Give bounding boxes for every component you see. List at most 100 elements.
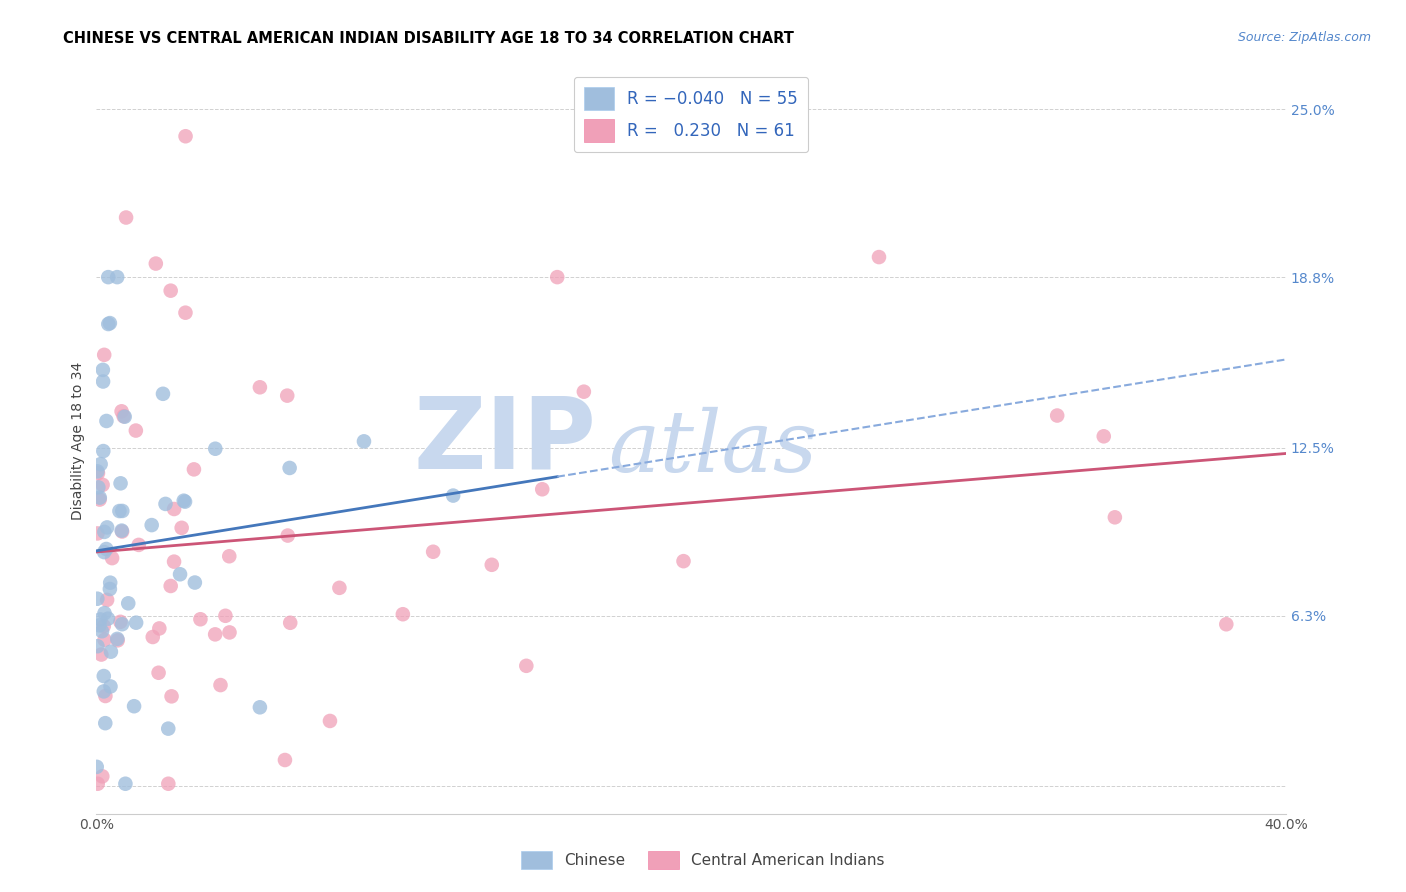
Point xyxy=(91,624,114,639)
Point xyxy=(1092,429,1115,443)
Point xyxy=(174,494,197,508)
Point xyxy=(115,211,138,225)
Text: CHINESE VS CENTRAL AMERICAN INDIAN DISABILITY AGE 18 TO 34 CORRELATION CHART: CHINESE VS CENTRAL AMERICAN INDIAN DISAB… xyxy=(63,31,794,46)
Point xyxy=(117,596,139,610)
Point xyxy=(110,404,132,418)
Point xyxy=(122,699,145,714)
Point xyxy=(184,575,207,590)
Legend: Chinese, Central American Indians: Chinese, Central American Indians xyxy=(516,845,890,875)
Point xyxy=(89,491,111,505)
Point xyxy=(90,457,112,471)
Point xyxy=(128,538,150,552)
Point xyxy=(572,384,595,399)
Point xyxy=(89,492,111,507)
Point xyxy=(89,618,111,632)
Point xyxy=(96,541,118,556)
Point xyxy=(163,555,186,569)
Point xyxy=(218,625,240,640)
Point xyxy=(392,607,415,622)
Point xyxy=(672,554,695,568)
Point xyxy=(183,462,205,476)
Point xyxy=(93,619,115,633)
Point xyxy=(214,608,236,623)
Point xyxy=(868,250,890,264)
Point xyxy=(422,545,444,559)
Point xyxy=(105,270,128,285)
Point xyxy=(111,617,134,632)
Point xyxy=(546,270,568,285)
Text: ZIP: ZIP xyxy=(413,392,596,490)
Point xyxy=(1046,409,1069,423)
Point xyxy=(1215,617,1237,632)
Point xyxy=(87,777,110,791)
Point xyxy=(190,612,212,626)
Text: atlas: atlas xyxy=(607,407,817,490)
Point xyxy=(204,627,226,641)
Point xyxy=(276,389,298,403)
Point xyxy=(157,777,180,791)
Point xyxy=(93,632,115,647)
Point xyxy=(204,442,226,456)
Point xyxy=(160,690,183,704)
Point xyxy=(91,444,114,458)
Point xyxy=(174,306,197,320)
Point xyxy=(91,478,114,492)
Point xyxy=(110,476,132,491)
Point xyxy=(278,615,301,630)
Point xyxy=(86,591,108,606)
Point xyxy=(353,434,375,449)
Point xyxy=(108,504,131,518)
Point xyxy=(105,632,128,646)
Point xyxy=(86,464,108,478)
Point xyxy=(107,633,129,648)
Point xyxy=(87,480,110,494)
Point xyxy=(97,270,120,285)
Point xyxy=(90,648,112,662)
Point xyxy=(114,777,136,791)
Point xyxy=(112,409,135,424)
Point xyxy=(93,606,115,620)
Point xyxy=(86,639,108,653)
Point xyxy=(209,678,232,692)
Point xyxy=(96,414,118,428)
Point xyxy=(125,615,148,630)
Point xyxy=(148,665,170,680)
Point xyxy=(91,375,114,389)
Point xyxy=(481,558,503,572)
Point xyxy=(111,524,134,538)
Point xyxy=(93,669,115,683)
Point xyxy=(174,129,197,144)
Point xyxy=(159,579,181,593)
Point xyxy=(94,689,117,703)
Point xyxy=(98,582,121,596)
Point xyxy=(441,489,464,503)
Point xyxy=(274,753,297,767)
Point xyxy=(93,348,115,362)
Point xyxy=(93,545,115,559)
Point xyxy=(163,502,186,516)
Point xyxy=(93,684,115,698)
Point xyxy=(515,658,537,673)
Point xyxy=(155,497,177,511)
Point xyxy=(100,645,122,659)
Point xyxy=(169,567,191,582)
Point xyxy=(111,504,134,518)
Point xyxy=(328,581,350,595)
Point xyxy=(86,760,108,774)
Point xyxy=(93,524,115,539)
Point xyxy=(91,363,114,377)
Point xyxy=(89,612,111,626)
Point xyxy=(277,528,299,542)
Point xyxy=(531,483,554,497)
Point xyxy=(148,622,170,636)
Y-axis label: Disability Age 18 to 34: Disability Age 18 to 34 xyxy=(72,362,86,520)
Point xyxy=(96,520,118,534)
Point xyxy=(159,284,181,298)
Point xyxy=(86,526,108,541)
Point xyxy=(218,549,240,564)
Point xyxy=(152,386,174,401)
Point xyxy=(100,680,122,694)
Point xyxy=(87,466,110,480)
Point xyxy=(145,256,167,270)
Point xyxy=(278,461,301,475)
